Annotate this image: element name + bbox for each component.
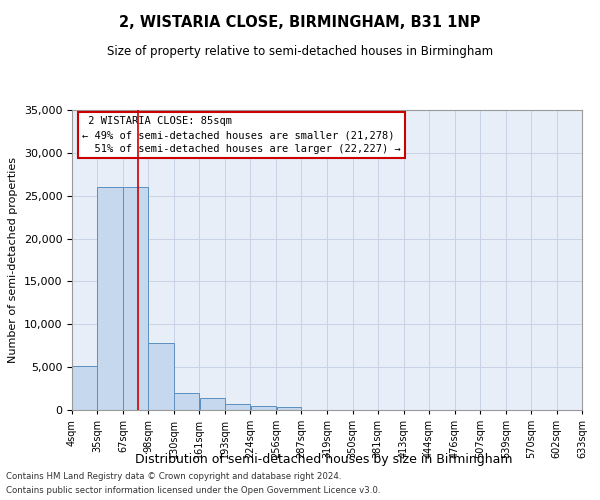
- Bar: [199, 398, 225, 410]
- Text: 2, WISTARIA CLOSE, BIRMINGHAM, B31 1NP: 2, WISTARIA CLOSE, BIRMINGHAM, B31 1NP: [119, 15, 481, 30]
- Bar: [175, 393, 199, 410]
- Text: Size of property relative to semi-detached houses in Birmingham: Size of property relative to semi-detach…: [107, 45, 493, 58]
- Text: Distribution of semi-detached houses by size in Birmingham: Distribution of semi-detached houses by …: [135, 452, 513, 466]
- Bar: [72, 366, 97, 410]
- Bar: [277, 408, 301, 410]
- Text: Contains public sector information licensed under the Open Government Licence v3: Contains public sector information licen…: [6, 486, 380, 495]
- Bar: [226, 404, 250, 410]
- Bar: [251, 406, 276, 410]
- Text: Contains HM Land Registry data © Crown copyright and database right 2024.: Contains HM Land Registry data © Crown c…: [6, 472, 341, 481]
- Bar: [148, 343, 174, 410]
- Bar: [123, 187, 148, 410]
- Bar: [97, 187, 123, 410]
- Text: 2 WISTARIA CLOSE: 85sqm
← 49% of semi-detached houses are smaller (21,278)
  51%: 2 WISTARIA CLOSE: 85sqm ← 49% of semi-de…: [82, 116, 401, 154]
- Y-axis label: Number of semi-detached properties: Number of semi-detached properties: [8, 157, 18, 363]
